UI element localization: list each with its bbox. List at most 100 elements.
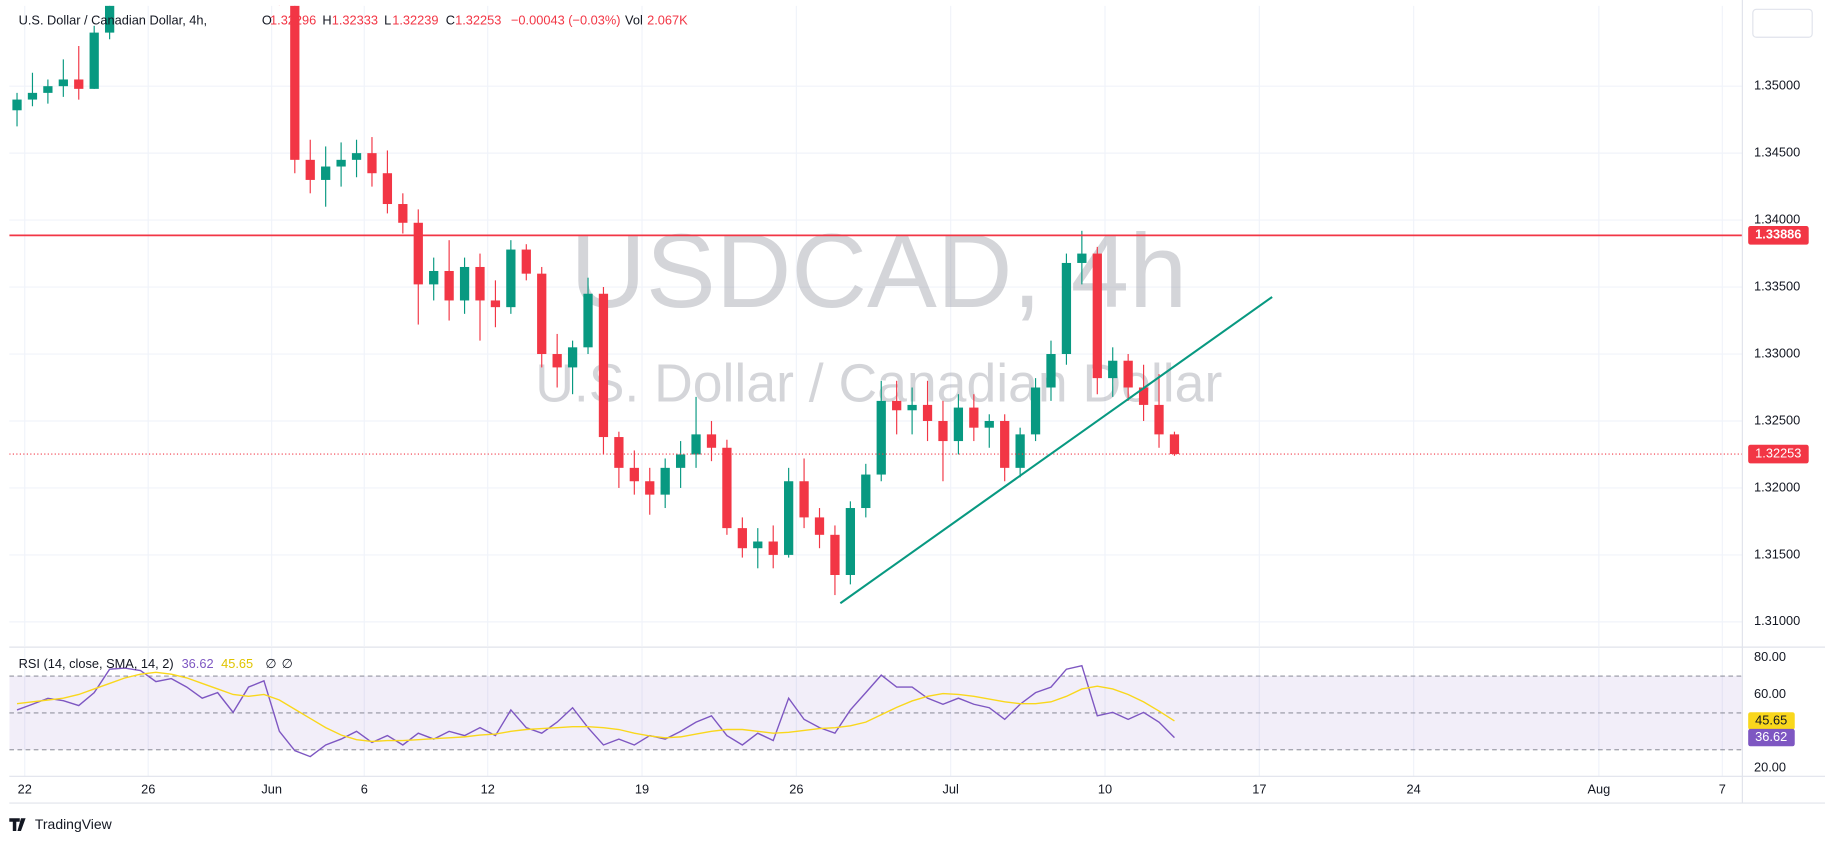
candle-body [305, 159, 315, 180]
candle-body [768, 541, 778, 555]
x-tick-label: 17 [1252, 782, 1266, 797]
candle-body [799, 481, 809, 518]
y-tick-label: 1.31000 [1754, 613, 1800, 628]
candle-body [475, 266, 485, 301]
ohlc-label: C [446, 12, 455, 27]
candle-body [27, 92, 38, 100]
candle-body [413, 222, 423, 285]
x-tick-label: Jul [943, 782, 959, 797]
candle-body [398, 204, 408, 223]
candle-body [706, 434, 717, 448]
candle-body [552, 354, 562, 368]
watermark-title: USDCAD, 4h [570, 213, 1187, 330]
volume-label: Vol [625, 12, 643, 27]
candle-body [89, 32, 99, 89]
candle-body [1077, 253, 1087, 263]
candle-body [74, 79, 84, 89]
candle-body [58, 79, 68, 87]
branding: TradingView [9, 816, 113, 832]
candle-body [43, 86, 53, 93]
rsi-tick-label: 80.00 [1754, 649, 1786, 664]
x-tick-label: 26 [789, 782, 803, 797]
candle-body [1123, 360, 1133, 388]
candle-body [892, 400, 902, 411]
candle-body [583, 293, 593, 348]
rsi-title: RSI (14, close, SMA, 14, 2) [19, 656, 174, 671]
candle-body [429, 270, 439, 285]
candle-body [506, 249, 516, 308]
candle-body [12, 99, 22, 111]
rsi-badge [1748, 712, 1795, 730]
x-tick-label: 22 [18, 782, 32, 797]
x-tick-label: 12 [481, 782, 495, 797]
candle-body [1092, 253, 1102, 379]
rsi-value: 36.62 [182, 656, 214, 671]
y-tick-label: 1.33000 [1754, 345, 1800, 360]
rsi-extra: ∅ [282, 656, 293, 671]
candle-body [969, 407, 979, 428]
ohlc-value: 1.32239 [392, 12, 438, 27]
candle-body [367, 153, 377, 174]
candle-body [567, 347, 578, 368]
candle-body [814, 517, 825, 535]
x-tick-label: 24 [1407, 782, 1421, 797]
candle-body [444, 270, 454, 301]
y-tick-label: 1.35000 [1754, 78, 1800, 93]
candle-body [382, 173, 393, 205]
legend: U.S. Dollar / Canadian Dollar, 4h, O 1.3… [19, 12, 689, 671]
last-price-label: 1.32253 [1755, 445, 1801, 460]
symbol-label: U.S. Dollar / Canadian Dollar, 4h, [19, 12, 207, 27]
candle-body [537, 273, 547, 355]
x-tick-label: 6 [361, 782, 368, 797]
x-tick-label: 19 [635, 782, 649, 797]
rsi-pane [9, 664, 1743, 758]
candle-body [675, 454, 686, 468]
candle-body [876, 400, 886, 475]
candle-body [984, 420, 994, 428]
rsi-extra: ∅ [265, 656, 276, 671]
candle-body [1138, 387, 1149, 405]
candle-body [922, 404, 933, 421]
y-tick-label: 1.34500 [1754, 145, 1800, 160]
candle-body [722, 447, 732, 529]
candle-body [645, 481, 655, 495]
rsi-badge-label: 45.65 [1755, 712, 1787, 727]
candle-body [830, 534, 840, 575]
candle-body [336, 159, 346, 167]
source-label: TradingView [35, 816, 113, 832]
candle-body [1108, 360, 1118, 379]
trendline [839, 296, 1273, 605]
candle-body [290, 5, 300, 160]
candle-body [1046, 354, 1056, 388]
x-tick-label: Jun [261, 782, 282, 797]
y-tick-label: 1.32000 [1754, 479, 1800, 494]
candle-body [737, 528, 747, 549]
x-tick-label: 26 [141, 782, 155, 797]
candle-body [753, 541, 763, 549]
change-label: −0.00043 (−0.03%) [511, 12, 621, 27]
candle-body [459, 266, 470, 301]
x-tick-label: Aug [1587, 782, 1610, 797]
candle-body [938, 420, 948, 442]
ohlc-label: H [322, 12, 331, 27]
y-tick-label: 1.34000 [1754, 211, 1800, 226]
candle-body [614, 437, 624, 468]
candle-body [1169, 434, 1180, 455]
ohlc-label: O [262, 12, 272, 27]
price-pane [9, 5, 1743, 605]
scale-button[interactable] [1752, 8, 1813, 38]
rsi-badge [1748, 728, 1795, 747]
ohlc-label: L [384, 12, 391, 27]
rsi-tick-label: 20.00 [1754, 760, 1786, 775]
candle-body [1061, 262, 1072, 355]
grid [9, 5, 1743, 777]
rsi-badge-label: 36.62 [1755, 729, 1787, 744]
ohlc-value: 1.32333 [332, 12, 378, 27]
candle-body [861, 474, 871, 509]
candle-body [845, 508, 856, 575]
candle-body [1154, 404, 1164, 435]
rsi-line [16, 664, 1175, 758]
level-label: 1.33886 [1755, 227, 1801, 242]
ohlc-value: 1.32296 [270, 12, 316, 27]
